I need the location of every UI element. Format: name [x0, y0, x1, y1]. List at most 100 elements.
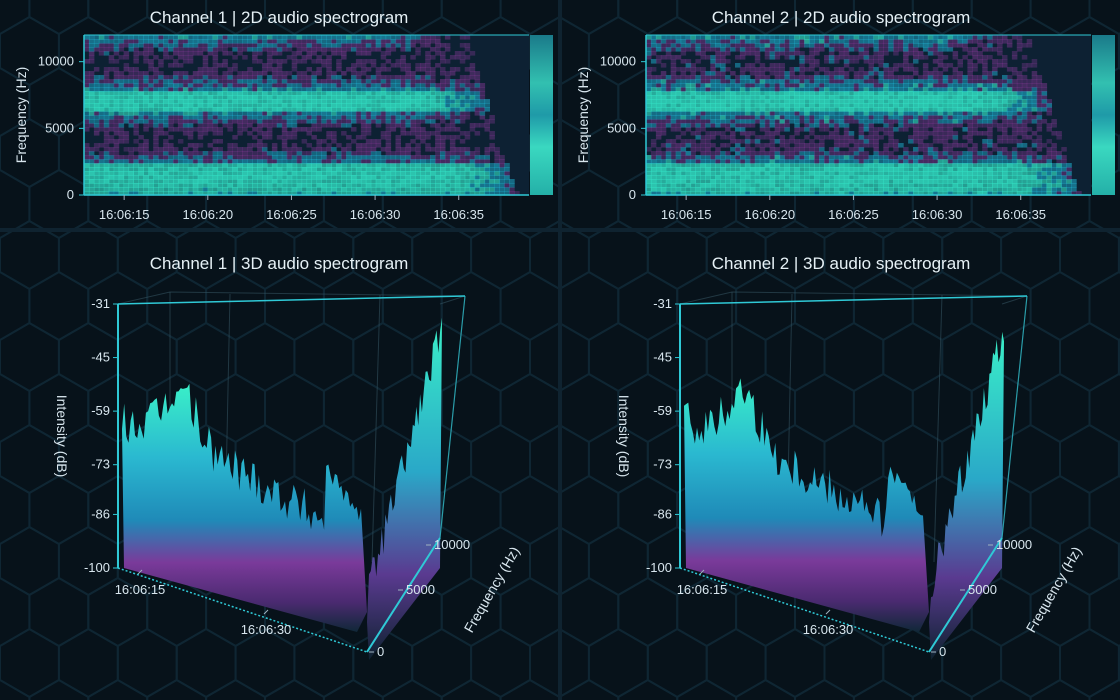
spectrogram-cell [222, 47, 228, 52]
spectrogram-cell [355, 47, 362, 52]
spectrogram-cell [207, 47, 214, 52]
spectrogram-cell [84, 107, 90, 112]
spectrogram-cell [405, 35, 411, 40]
spectrogram-cell [103, 119, 110, 124]
spectrogram-cell [804, 159, 810, 164]
spectrogram-cell [390, 75, 397, 80]
spectrogram-cell [177, 179, 184, 184]
spectrogram-cell [469, 95, 476, 100]
spectrogram-cell [744, 139, 751, 144]
spectrogram-cell [192, 43, 199, 48]
spectrogram-cell [311, 59, 317, 64]
spectrogram-cell [459, 159, 466, 164]
spectrogram-cell [143, 87, 149, 92]
spectrogram-cell [883, 191, 889, 196]
spectrogram-cell [784, 35, 790, 40]
spectrogram-cell [848, 35, 855, 40]
spectrogram-cell [168, 119, 174, 124]
spectrogram-cell [858, 47, 865, 52]
spectrogram-cell [848, 163, 855, 168]
spectrogram-cell [710, 179, 716, 184]
spectrogram-cell [474, 171, 481, 176]
spectrogram-cell [440, 119, 446, 124]
spectrogram-cell [794, 155, 800, 160]
spectrogram-cell [853, 183, 860, 188]
spectrogram-cell [296, 111, 303, 116]
spectrogram-cell [108, 191, 115, 196]
spectrogram-cell [311, 155, 317, 160]
spectrogram-cell [814, 179, 820, 184]
spectrogram-cell [400, 95, 406, 100]
spectrogram-cell [695, 143, 701, 148]
spectrogram-cell [400, 47, 406, 52]
spectrogram-cell [779, 83, 785, 88]
spectrogram-cell [286, 91, 293, 96]
spectrogram-cell [128, 103, 134, 108]
spectrogram-cell [843, 75, 850, 80]
spectrogram-cell [271, 83, 278, 88]
spectrogram-cell [123, 55, 130, 60]
spectrogram-cell [690, 71, 696, 76]
spectrogram-cell [311, 127, 317, 132]
spectrogram-cell [838, 179, 845, 184]
spectrogram-cell [158, 131, 164, 136]
spectrogram-cell [306, 91, 312, 96]
spectrogram-cell [754, 175, 761, 180]
spectrogram-cell [306, 87, 312, 92]
spectrogram-cell [177, 151, 184, 156]
spectrogram-cell [341, 123, 347, 128]
spectrogram-cell [809, 175, 815, 180]
spectrogram-cell [321, 99, 327, 104]
spectrogram-cell [893, 43, 899, 48]
spectrogram-cell [898, 175, 904, 180]
spectrogram-cell [819, 75, 825, 80]
spectrogram-cell [237, 51, 243, 56]
spectrogram-cell [247, 179, 253, 184]
spectrogram-cell [710, 119, 716, 124]
spectrogram-cell [276, 123, 283, 128]
spectrogram-cell [360, 39, 367, 44]
spectrogram-cell [838, 175, 845, 180]
spectrogram-cell [227, 99, 233, 104]
spectrogram-cell [385, 51, 392, 56]
spectrogram-cell [833, 59, 840, 64]
spectrogram-cell [257, 175, 263, 180]
spectrogram-cell [670, 159, 677, 164]
spectrogram-cell [715, 63, 721, 68]
spectrogram-cell [331, 171, 337, 176]
spectrogram-cell [212, 155, 219, 160]
spectrogram-cell [464, 67, 471, 72]
spectrogram-cell [158, 163, 164, 168]
spectrogram-cell [173, 47, 179, 52]
spectrogram-cell [370, 151, 377, 156]
spectrogram-cell [499, 167, 505, 172]
spectrogram-cell [794, 123, 800, 128]
spectrogram-cell [182, 119, 189, 124]
spectrogram-cell [168, 103, 174, 108]
spectrogram-cell [744, 87, 751, 92]
spectrogram-cell [504, 179, 510, 184]
spectrogram-cell [390, 107, 397, 112]
spectrogram-cell [754, 43, 761, 48]
spectrogram-cell [138, 43, 144, 48]
spectrogram-cell [764, 39, 771, 44]
spectrogram-cell [646, 99, 652, 104]
spectrogram-cell [819, 83, 825, 88]
spectrogram-cell [128, 167, 134, 172]
spectrogram-cell [789, 151, 795, 156]
spectrogram-cell [715, 51, 721, 56]
spectrogram-cell [286, 87, 293, 92]
spectrogram-cell [370, 91, 377, 96]
spectrogram-cell [863, 143, 870, 148]
spectrogram-cell [84, 175, 90, 180]
spectrogram-cell [410, 127, 416, 132]
spectrogram-cell [464, 167, 471, 172]
spectrogram-cell [690, 63, 696, 68]
spectrogram-cell [93, 111, 100, 116]
spectrogram-cell [133, 55, 139, 60]
spectrogram-cell [749, 83, 756, 88]
spectrogram-cell [103, 107, 110, 112]
spectrogram-cell [828, 163, 835, 168]
